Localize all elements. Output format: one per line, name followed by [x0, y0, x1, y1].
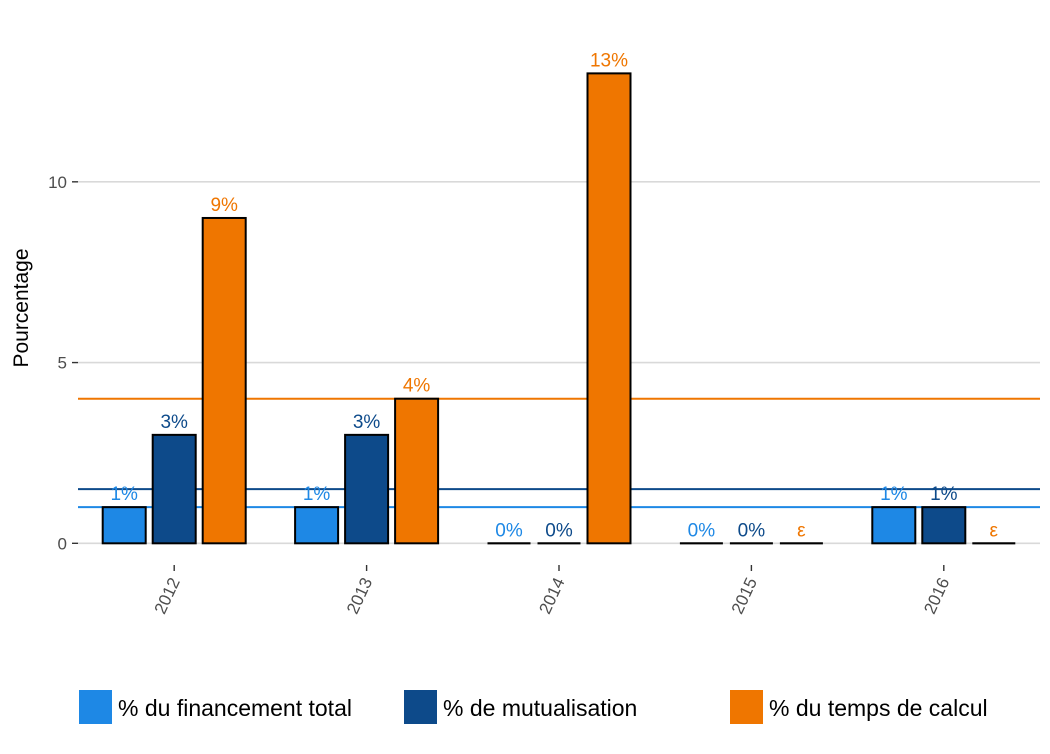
legend-label: % de mutualisation — [443, 695, 637, 721]
data-label: 3% — [353, 412, 381, 433]
legend-swatch — [404, 690, 437, 724]
data-label: 1% — [110, 484, 138, 505]
legend-item: % de mutualisation — [404, 690, 637, 724]
bar — [344, 433, 390, 545]
x-tick-label: 2015 — [728, 575, 761, 617]
y-axis-label: Pourcentage — [10, 248, 33, 367]
bar — [151, 433, 197, 545]
bar — [201, 216, 247, 545]
x-axis: 2012 2013 2014 2015 2016 — [151, 565, 953, 617]
data-label: 1% — [303, 484, 331, 505]
y-tick-label: 10 — [48, 173, 67, 192]
data-label: ε — [990, 520, 999, 541]
bar — [294, 506, 340, 545]
bars — [101, 72, 1016, 545]
x-tick-label: 2016 — [920, 575, 953, 617]
x-tick-label: 2012 — [151, 575, 184, 617]
y-axis: 0 5 10 — [48, 173, 78, 553]
legend-label: % du financement total — [118, 695, 352, 721]
data-label: 13% — [590, 50, 628, 71]
data-label: 0% — [688, 520, 716, 541]
legend-swatch — [730, 690, 763, 724]
bar — [871, 506, 917, 545]
x-tick-label: 2014 — [535, 575, 568, 617]
y-tick-label: 0 — [58, 534, 67, 553]
legend-swatch — [79, 690, 112, 724]
y-tick-label: 5 — [58, 354, 67, 373]
legend-item: % du temps de calcul — [730, 690, 988, 724]
data-labels: 1% 3% 9% 1% 3% 4% 0% 0% 13% 0% 0% ε 1% 1% ε — [110, 50, 998, 541]
data-label: 1% — [880, 484, 908, 505]
data-label: 9% — [210, 195, 238, 216]
legend-item: % du financement total — [79, 690, 352, 724]
legend: % du financement total % de mutualisation… — [79, 690, 988, 724]
bar — [586, 72, 632, 545]
data-label: 0% — [545, 520, 573, 541]
data-label: 1% — [930, 484, 958, 505]
bar — [921, 506, 967, 545]
legend-label: % du temps de calcul — [769, 695, 988, 721]
data-label: 3% — [160, 412, 188, 433]
data-label: 4% — [403, 376, 431, 397]
x-tick-label: 2013 — [343, 575, 376, 617]
bar — [394, 397, 440, 545]
data-label: ε — [797, 520, 806, 541]
bar — [101, 506, 147, 545]
data-label: 0% — [738, 520, 766, 541]
data-label: 0% — [495, 520, 523, 541]
